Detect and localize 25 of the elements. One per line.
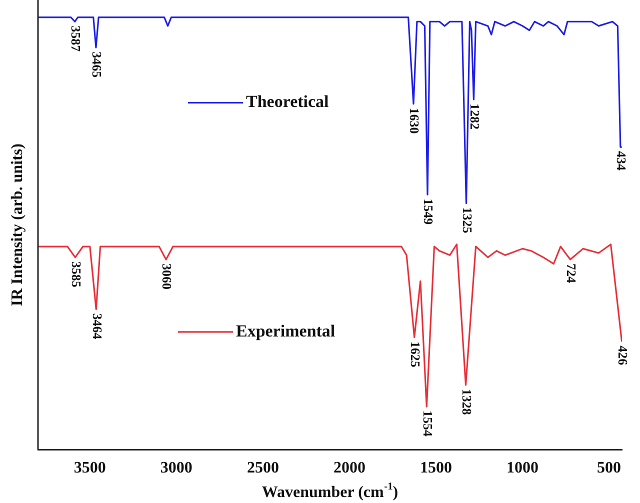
y-axis-title: IR Intensity (arb. units) <box>9 144 26 306</box>
x-tick-label: 1500 <box>420 460 452 477</box>
annotation: 3464 <box>90 313 105 340</box>
legend-label: Theoretical <box>246 92 330 112</box>
annotation: 1549 <box>421 198 436 226</box>
annotation: 3060 <box>160 264 175 290</box>
x-tick-label: 2500 <box>246 460 279 477</box>
legend-label: Experimental <box>236 321 336 340</box>
x-tick-label: 2000 <box>333 460 366 477</box>
x-tick-label: 3000 <box>160 460 192 477</box>
annotation: 3585 <box>68 261 84 288</box>
annotation: 1282 <box>467 103 482 130</box>
x-tick-label: 500 <box>597 460 622 477</box>
annotation: 1328 <box>459 388 474 416</box>
annotation: 724 <box>564 264 579 284</box>
annotation: 1325 <box>460 207 475 234</box>
annotation: 426 <box>615 346 630 366</box>
annotation: 434 <box>614 151 630 172</box>
annotation: 1554 <box>420 410 436 438</box>
annotation: 1630 <box>407 108 422 134</box>
annotation: 1625 <box>408 341 423 368</box>
annotation: 3465 <box>90 52 105 78</box>
x-tick-label: 3500 <box>74 460 106 477</box>
x-tick-label: 1000 <box>506 460 539 477</box>
annotation: 3587 <box>68 26 84 52</box>
